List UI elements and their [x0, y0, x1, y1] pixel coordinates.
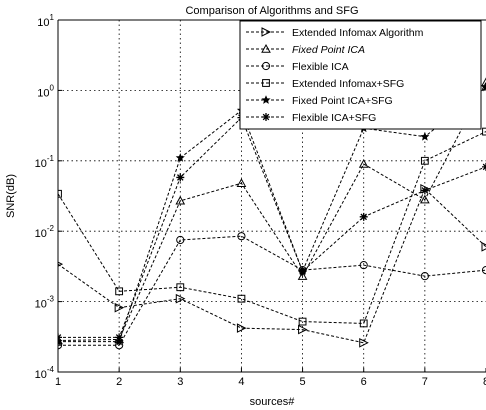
data-point-marker: [262, 79, 270, 87]
x-tick-label: 2: [116, 376, 122, 388]
data-point-marker: [261, 27, 272, 37]
x-tick-label: 4: [238, 376, 244, 388]
data-point-marker: [420, 156, 429, 165]
data-point-marker: [176, 283, 185, 292]
data-point-marker: [58, 336, 63, 346]
legend-label: Extended Infomax+SFG: [292, 78, 404, 90]
data-point-marker: [176, 235, 185, 245]
data-point-marker: [114, 302, 125, 313]
x-tick-label: 3: [177, 376, 183, 388]
data-point-marker: [481, 242, 486, 252]
legend-item: Flexible ICA: [246, 61, 349, 73]
x-tick-label: 7: [422, 376, 428, 388]
chart-title: Comparison of Algorithms and SFG: [185, 5, 358, 17]
legend-label: Fixed Point ICA: [292, 44, 365, 56]
series-line: [58, 82, 486, 342]
y-tick-label: 10-1: [35, 154, 55, 170]
x-tick-label: 5: [300, 376, 306, 388]
data-point-marker: [481, 77, 486, 87]
data-point-marker: [237, 232, 246, 241]
data-point-marker: [298, 267, 307, 276]
data-point-marker: [420, 194, 430, 204]
data-point-marker: [359, 212, 368, 221]
data-point-marker: [297, 271, 308, 280]
data-point-marker: [175, 293, 186, 304]
legend-label: Flexible ICA: [292, 61, 349, 73]
legend-label: Fixed Point ICA+SFG: [292, 95, 393, 107]
data-point-marker: [262, 113, 270, 121]
x-tick-label: 1: [55, 376, 61, 388]
data-point-marker: [358, 158, 369, 168]
data-point-marker: [176, 173, 185, 182]
data-point-marker: [115, 287, 124, 296]
data-point-marker: [420, 272, 429, 281]
x-axis-label: sources#: [250, 396, 296, 408]
data-point-marker: [359, 319, 368, 328]
series-layer: [58, 77, 486, 350]
x-tick-label: 8: [483, 376, 486, 388]
legend: Extended Infomax Algorithm Fixed Point IC…: [239, 20, 482, 130]
data-point-marker: [261, 61, 271, 71]
legend-item: Extended Infomax Algorithm: [246, 27, 424, 39]
data-point-marker: [359, 260, 368, 270]
legend-item: Flexible ICA+SFG: [246, 112, 376, 124]
data-point-marker: [237, 294, 246, 303]
series-line: [58, 235, 486, 346]
data-point-marker: [115, 333, 124, 342]
y-tick-label: 10-4: [35, 365, 55, 381]
series-line: [58, 187, 486, 344]
data-point-marker: [175, 153, 185, 162]
series-3: [58, 127, 486, 328]
y-tick-label: 101: [37, 13, 54, 29]
data-point-marker: [420, 131, 430, 141]
data-point-marker: [298, 317, 307, 326]
data-point-marker: [481, 82, 486, 92]
y-tick-label: 10-3: [35, 295, 55, 311]
data-point-marker: [482, 127, 486, 136]
axes: 1 2 3 4 5 6 7 8 101 100 10-1 10-2 10-3 10-4: [35, 13, 486, 388]
data-point-marker: [482, 162, 486, 171]
data-point-marker: [58, 189, 62, 198]
data-point-marker: [298, 324, 308, 335]
x-tick-label: 6: [361, 376, 367, 388]
data-point-marker: [359, 337, 369, 348]
legend-box: [239, 20, 482, 130]
data-point-marker: [236, 178, 247, 187]
data-point-marker: [261, 43, 271, 53]
series-line: [58, 87, 486, 343]
data-point-marker: [261, 95, 271, 104]
axis-frame: [57, 20, 486, 373]
y-axis-label: SNR(dB): [5, 174, 17, 218]
series-line: [58, 116, 486, 338]
legend-label: Extended Infomax Algorithm: [292, 27, 424, 39]
legend-label: Flexible ICA+SFG: [292, 112, 376, 124]
legend-item: Fixed Point ICA: [246, 43, 365, 56]
legend-item: Extended Infomax+SFG: [246, 78, 404, 90]
series-line: [58, 131, 486, 324]
data-point-marker: [236, 323, 247, 333]
legend-item: Fixed Point ICA+SFG: [246, 95, 393, 107]
data-point-marker: [420, 186, 429, 195]
data-point-marker: [175, 195, 186, 205]
y-tick-label: 10-2: [35, 224, 55, 240]
y-tick-label: 100: [37, 83, 54, 99]
